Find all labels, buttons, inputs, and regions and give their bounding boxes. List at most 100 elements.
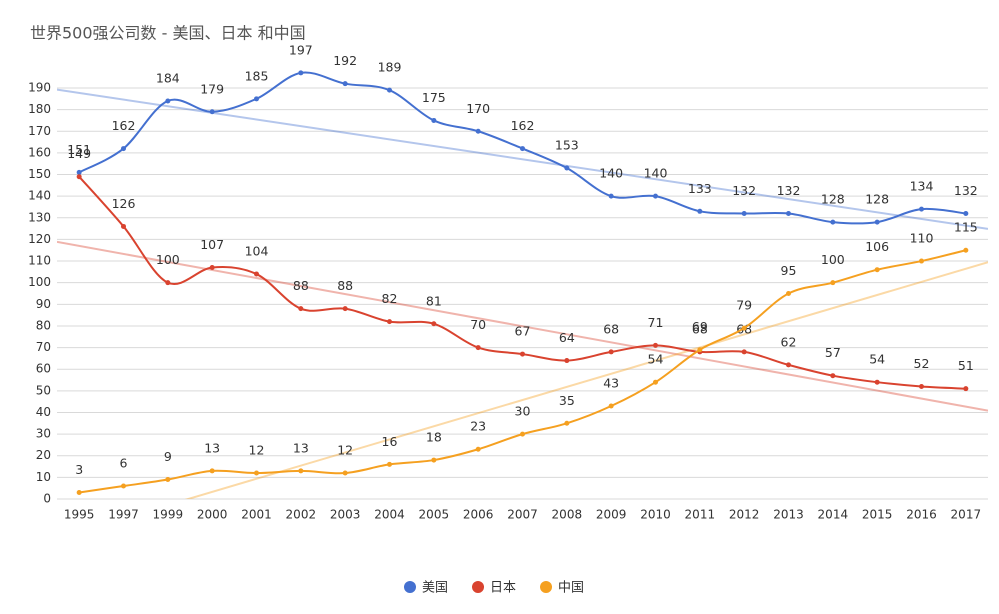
data-label: 68 — [692, 321, 708, 336]
y-tick-label: 70 — [36, 340, 51, 354]
data-label: 6 — [120, 456, 128, 471]
y-tick-label: 120 — [28, 232, 51, 246]
data-label: 162 — [112, 118, 136, 133]
data-label: 30 — [515, 404, 531, 419]
data-label: 153 — [555, 138, 579, 153]
data-label: 69 — [692, 319, 708, 334]
y-tick-label: 50 — [36, 383, 51, 397]
trend-line — [57, 88, 988, 230]
data-point — [121, 146, 126, 152]
data-label: 192 — [333, 53, 357, 68]
data-point — [342, 306, 348, 312]
y-tick-label: 90 — [36, 297, 51, 311]
data-point — [387, 319, 392, 325]
x-tick-label: 1997 — [108, 508, 139, 522]
data-point — [254, 96, 259, 102]
data-label: 115 — [954, 220, 978, 235]
legend-marker — [540, 581, 553, 593]
data-label: 71 — [648, 315, 664, 330]
x-tick-label: 2017 — [951, 508, 982, 522]
legend-label: 日本 — [490, 581, 516, 596]
data-point — [209, 468, 215, 474]
data-label: 62 — [781, 334, 797, 349]
data-point — [963, 386, 969, 392]
legend-label: 中国 — [558, 581, 584, 596]
y-tick-label: 160 — [28, 145, 51, 159]
data-label: 170 — [466, 101, 490, 116]
data-point — [963, 247, 969, 253]
data-label: 197 — [289, 42, 313, 57]
data-label: 35 — [559, 393, 575, 408]
data-point — [697, 208, 703, 214]
y-tick-label: 30 — [36, 427, 51, 441]
data-point — [165, 98, 171, 104]
data-point — [564, 420, 570, 426]
data-point — [874, 219, 880, 225]
data-point — [653, 193, 658, 199]
data-point — [121, 223, 126, 229]
data-point — [475, 128, 481, 134]
data-label: 12 — [249, 443, 265, 458]
x-tick-label: 2004 — [374, 508, 405, 522]
data-label: 51 — [958, 358, 974, 373]
data-label: 110 — [910, 231, 934, 246]
data-point — [475, 345, 481, 351]
data-point — [830, 373, 836, 379]
x-tick-label: 2003 — [330, 508, 361, 522]
x-tick-label: 2010 — [640, 508, 671, 522]
data-point — [653, 379, 658, 385]
data-label: 100 — [156, 252, 180, 267]
data-point — [431, 117, 437, 123]
y-tick-label: 0 — [43, 492, 51, 506]
data-label: 3 — [75, 462, 83, 477]
data-point — [76, 490, 82, 496]
data-point — [298, 70, 304, 76]
data-point — [254, 271, 259, 277]
x-tick-label: 2014 — [818, 508, 849, 522]
trend-line — [184, 261, 988, 499]
data-point — [254, 470, 259, 476]
data-point — [520, 146, 525, 152]
data-label: 132 — [954, 183, 978, 198]
x-tick-label: 2006 — [463, 508, 494, 522]
data-label: 88 — [337, 278, 353, 293]
data-point — [608, 193, 614, 199]
data-label: 132 — [777, 183, 801, 198]
y-tick-label: 40 — [36, 405, 51, 419]
data-label: 95 — [781, 263, 797, 278]
data-label: 126 — [112, 196, 136, 211]
x-tick-label: 2007 — [507, 508, 538, 522]
data-label: 175 — [422, 90, 446, 105]
data-label: 23 — [470, 419, 486, 434]
y-tick-label: 180 — [28, 102, 51, 116]
data-label: 107 — [200, 237, 224, 252]
data-label: 106 — [865, 239, 889, 254]
data-label: 54 — [648, 352, 664, 367]
data-point — [121, 483, 126, 489]
y-tick-label: 150 — [28, 167, 51, 181]
data-point — [76, 174, 82, 180]
data-point — [298, 306, 304, 312]
data-point — [786, 291, 791, 296]
y-tick-label: 140 — [28, 189, 51, 203]
data-label: 134 — [910, 179, 934, 194]
x-tick-label: 2002 — [286, 508, 317, 522]
data-point — [431, 321, 437, 327]
data-label: 140 — [599, 166, 623, 181]
data-point — [298, 468, 304, 474]
data-label: 52 — [914, 356, 930, 371]
data-label: 133 — [688, 181, 712, 196]
data-point — [564, 358, 570, 364]
data-label: 43 — [603, 375, 619, 390]
x-tick-label: 2009 — [596, 508, 627, 522]
data-label: 184 — [156, 70, 180, 85]
x-tick-label: 2000 — [197, 508, 228, 522]
y-tick-label: 170 — [28, 124, 51, 138]
x-tick-label: 1995 — [64, 508, 95, 522]
data-label: 104 — [245, 244, 269, 259]
data-label: 185 — [245, 68, 269, 83]
data-point — [741, 210, 747, 216]
y-tick-label: 190 — [28, 81, 51, 95]
data-label: 162 — [511, 118, 535, 133]
